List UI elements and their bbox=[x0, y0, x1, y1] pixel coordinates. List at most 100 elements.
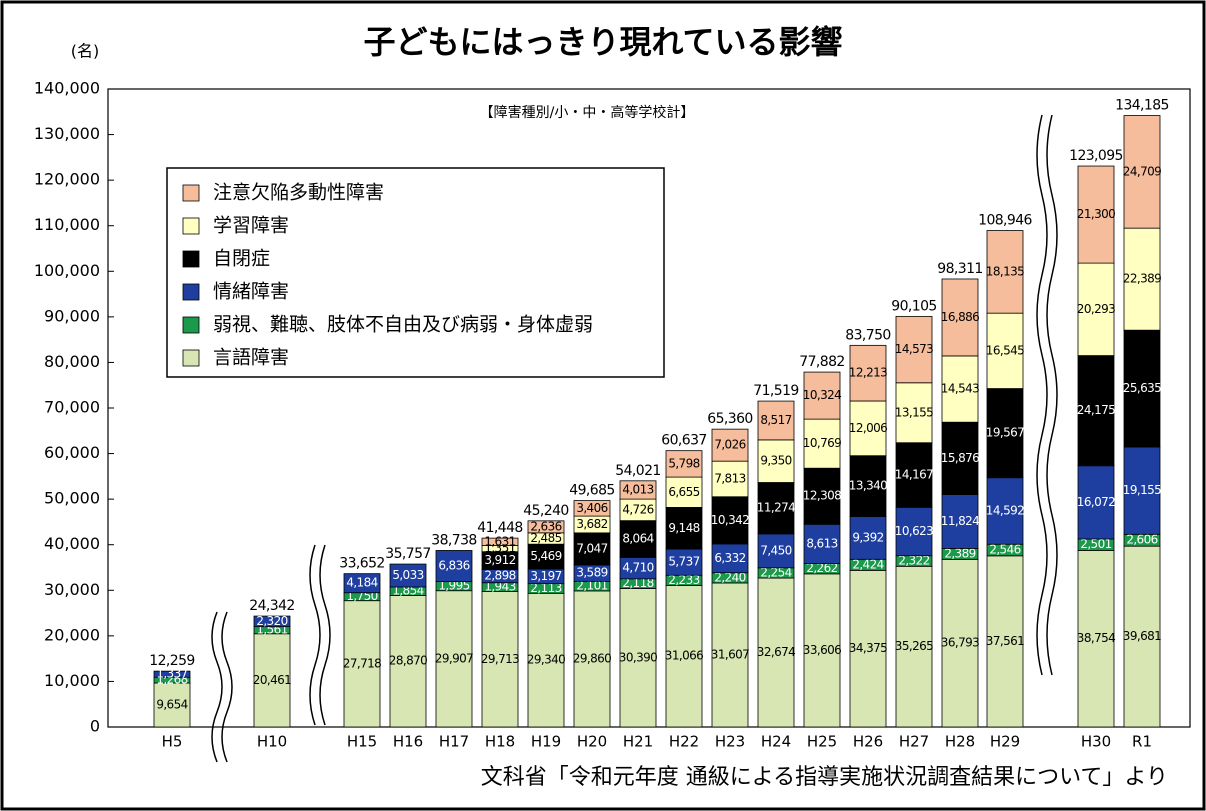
bar-segment bbox=[803, 467, 841, 525]
bar-segment bbox=[803, 371, 841, 420]
value-label: 8,517 bbox=[760, 413, 791, 427]
bar-segment bbox=[619, 520, 657, 558]
x-tick-label: H27 bbox=[899, 733, 929, 751]
value-label: 2,233 bbox=[668, 573, 699, 587]
total-label: 98,311 bbox=[937, 261, 982, 277]
value-label: 2,546 bbox=[989, 543, 1020, 557]
x-tick-label: H28 bbox=[945, 733, 975, 751]
x-tick-label: H23 bbox=[715, 733, 745, 751]
total-label: 35,757 bbox=[385, 546, 430, 562]
total-label: 65,360 bbox=[707, 411, 752, 427]
x-tick-label: H30 bbox=[1081, 733, 1111, 751]
legend-swatch bbox=[182, 349, 200, 367]
y-tick-label: 80,000 bbox=[44, 352, 100, 371]
legend-swatch bbox=[182, 217, 200, 235]
y-tick-label: 50,000 bbox=[44, 489, 100, 508]
y-tick-label: 30,000 bbox=[44, 580, 100, 599]
value-label: 2,101 bbox=[576, 579, 607, 593]
x-tick-label: R1 bbox=[1132, 733, 1152, 751]
bar-segment bbox=[711, 428, 749, 462]
bar-segment bbox=[986, 477, 1024, 545]
total-label: 60,637 bbox=[661, 433, 706, 449]
bar-segment bbox=[849, 516, 887, 560]
value-label: 7,047 bbox=[576, 541, 607, 555]
value-label: 1,995 bbox=[438, 579, 469, 593]
bar-segment bbox=[389, 595, 427, 728]
legend-label: 弱視、難聴、肢体不自由及び病弱・身体虚弱 bbox=[213, 314, 593, 336]
bar-segment bbox=[757, 533, 795, 569]
bar-segment bbox=[711, 543, 749, 574]
value-label: 16,545 bbox=[986, 343, 1024, 357]
value-label: 3,197 bbox=[530, 569, 561, 583]
value-label: 36,793 bbox=[941, 636, 979, 650]
total-label: 41,448 bbox=[477, 520, 522, 536]
value-label: 3,406 bbox=[576, 501, 607, 515]
bar-segment bbox=[253, 615, 291, 628]
value-label: 19,155 bbox=[1123, 483, 1161, 497]
bar-segment bbox=[1077, 355, 1115, 467]
value-label: 29,713 bbox=[481, 652, 519, 666]
x-tick-label: H20 bbox=[577, 733, 607, 751]
bar-segment bbox=[941, 355, 979, 423]
y-tick-label: 90,000 bbox=[44, 306, 100, 325]
y-tick-label: 40,000 bbox=[44, 534, 100, 553]
value-label: 16,886 bbox=[941, 310, 979, 324]
total-label: 38,738 bbox=[431, 532, 476, 548]
value-label: 10,324 bbox=[803, 388, 841, 402]
y-tick-label: 0 bbox=[90, 717, 100, 736]
value-label: 30,390 bbox=[619, 650, 657, 664]
value-label: 8,613 bbox=[806, 536, 837, 550]
bar-segment bbox=[1077, 262, 1115, 356]
value-label: 34,375 bbox=[849, 641, 887, 655]
value-label: 4,013 bbox=[622, 482, 653, 496]
value-label: 3,682 bbox=[576, 517, 607, 531]
legend-label: 自閉症 bbox=[213, 248, 270, 270]
x-tick-label: H21 bbox=[623, 733, 653, 751]
total-label: 134,185 bbox=[1115, 97, 1169, 113]
value-label: 33,606 bbox=[803, 643, 841, 657]
total-label: 54,021 bbox=[615, 463, 660, 479]
value-label: 24,175 bbox=[1077, 403, 1115, 417]
subtitle: 【障害種別/小・中・高等学校計】 bbox=[480, 104, 695, 121]
value-label: 6,332 bbox=[714, 551, 745, 565]
bar-segment bbox=[389, 563, 427, 588]
value-label: 2,424 bbox=[852, 557, 883, 571]
legend bbox=[166, 167, 665, 378]
total-label: 12,259 bbox=[149, 653, 194, 669]
total-label: 83,750 bbox=[845, 327, 890, 343]
chart-title: 子どもにはっきり現れている影響 bbox=[363, 23, 842, 61]
bar-segment bbox=[1123, 329, 1161, 448]
value-label: 24,709 bbox=[1123, 164, 1161, 178]
bar-segment bbox=[711, 582, 749, 728]
bar-segment bbox=[803, 573, 841, 728]
bar-segment bbox=[153, 670, 191, 678]
value-label: 28,870 bbox=[389, 654, 427, 668]
bar-segment bbox=[803, 418, 841, 469]
legend-label: 言語障害 bbox=[213, 347, 289, 369]
value-label: 2,501 bbox=[1080, 537, 1111, 551]
value-label: 5,737 bbox=[668, 555, 699, 569]
x-tick-label: H18 bbox=[485, 733, 515, 751]
y-tick-label: 60,000 bbox=[44, 443, 100, 462]
bar-segment bbox=[941, 558, 979, 728]
x-tick-label: H26 bbox=[853, 733, 883, 751]
value-label: 9,392 bbox=[852, 530, 883, 544]
bar-segment bbox=[849, 344, 887, 402]
value-label: 18,135 bbox=[986, 264, 1024, 278]
bar-segment bbox=[1123, 446, 1161, 535]
bar-segment bbox=[895, 565, 933, 728]
bar-segment bbox=[1123, 227, 1161, 331]
value-label: 38,754 bbox=[1077, 631, 1115, 645]
bar-segment bbox=[343, 573, 381, 594]
bar-segment bbox=[757, 577, 795, 728]
value-label: 37,561 bbox=[986, 634, 1024, 648]
value-label: 25,635 bbox=[1123, 381, 1161, 395]
bar-segment bbox=[527, 520, 565, 534]
x-tick-label: H15 bbox=[347, 733, 377, 751]
bar-segment bbox=[665, 585, 703, 728]
x-tick-label: H5 bbox=[162, 733, 183, 751]
value-label: 16,072 bbox=[1077, 495, 1115, 509]
value-label: 7,813 bbox=[714, 471, 745, 485]
value-label: 14,167 bbox=[895, 468, 933, 482]
value-label: 3,589 bbox=[576, 566, 607, 580]
